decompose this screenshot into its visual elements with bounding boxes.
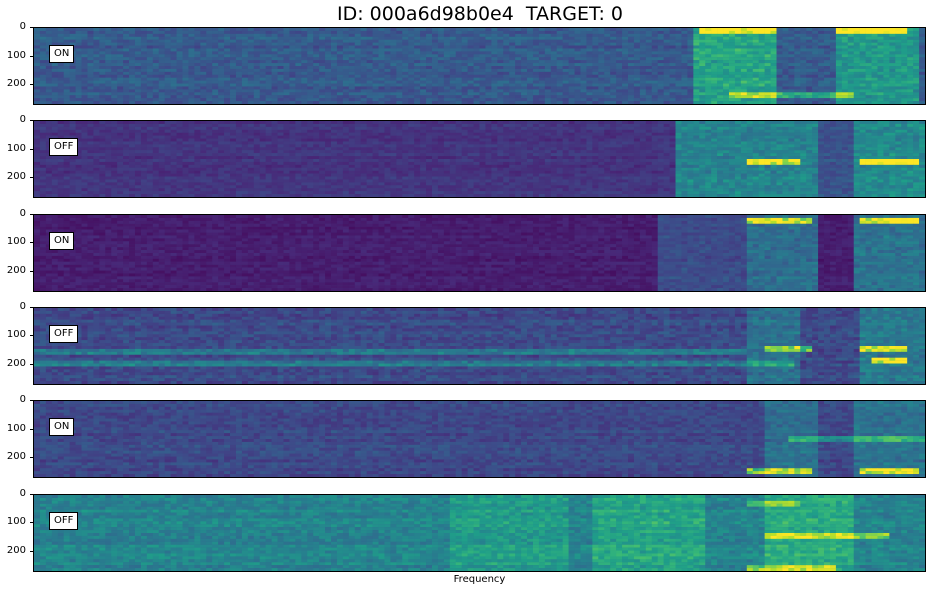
y-tick-mark xyxy=(30,27,33,28)
y-tick-mark xyxy=(30,522,33,524)
spectrogram-heatmap xyxy=(34,494,925,571)
spectrogram-panel: ON xyxy=(33,213,926,292)
y-tick-mark xyxy=(30,148,33,150)
y-tick-label: 200 xyxy=(0,265,26,276)
y-tick-label: 200 xyxy=(0,545,26,556)
y-tick-mark xyxy=(30,364,33,366)
y-tick-mark xyxy=(30,84,33,86)
y-tick-mark xyxy=(30,270,33,272)
y-tick-label: 100 xyxy=(0,50,26,61)
x-axis-label: Frequency xyxy=(33,574,926,585)
y-tick-mark xyxy=(30,213,33,215)
spectrogram-heatmap xyxy=(34,214,925,291)
y-tick-label: 0 xyxy=(0,488,26,499)
spectrogram-panel: OFF xyxy=(33,306,926,385)
panel-label-off: OFF xyxy=(49,511,79,530)
spectrogram-panel: OFF xyxy=(33,493,926,572)
y-tick-label: 0 xyxy=(0,115,26,125)
panel-label-on: ON xyxy=(49,45,75,63)
y-tick-label: 0 xyxy=(0,22,26,32)
panel-label-on: ON xyxy=(49,231,75,250)
y-tick-mark xyxy=(30,306,33,308)
y-tick-label: 200 xyxy=(0,172,26,182)
spectrogram-heatmap xyxy=(34,401,925,478)
y-tick-mark xyxy=(30,242,33,244)
spectrogram-heatmap xyxy=(34,121,925,198)
y-tick-label: 200 xyxy=(0,452,26,462)
y-tick-label: 100 xyxy=(0,517,26,527)
y-tick-label: 100 xyxy=(0,330,26,340)
spectrogram-panel: ON xyxy=(33,400,926,479)
y-tick-label: 100 xyxy=(0,237,26,247)
y-tick-mark xyxy=(30,550,33,552)
y-tick-mark xyxy=(30,428,33,430)
y-tick-label: 100 xyxy=(0,143,26,154)
y-tick-label: 0 xyxy=(0,395,26,405)
panel-label-on: ON xyxy=(49,418,75,437)
y-tick-mark xyxy=(30,493,33,495)
y-tick-label: 0 xyxy=(0,208,26,219)
spectrogram-panel: ON xyxy=(33,27,926,105)
y-tick-label: 100 xyxy=(0,423,26,434)
panel-label-off: OFF xyxy=(49,138,79,157)
spectrogram-heatmap xyxy=(34,28,925,104)
spectrogram-panel: OFF xyxy=(33,120,926,199)
y-tick-label: 0 xyxy=(0,301,26,312)
chart-title: ID: 000a6d98b0e4 TARGET: 0 xyxy=(0,3,933,25)
spectrogram-heatmap xyxy=(34,307,925,384)
y-tick-label: 200 xyxy=(0,79,26,89)
y-tick-mark xyxy=(30,120,33,122)
y-tick-mark xyxy=(30,400,33,402)
y-tick-mark xyxy=(30,335,33,337)
y-tick-mark xyxy=(30,55,33,57)
panel-label-off: OFF xyxy=(49,324,79,343)
y-tick-mark xyxy=(30,457,33,459)
y-tick-mark xyxy=(30,177,33,179)
y-tick-label: 200 xyxy=(0,359,26,369)
